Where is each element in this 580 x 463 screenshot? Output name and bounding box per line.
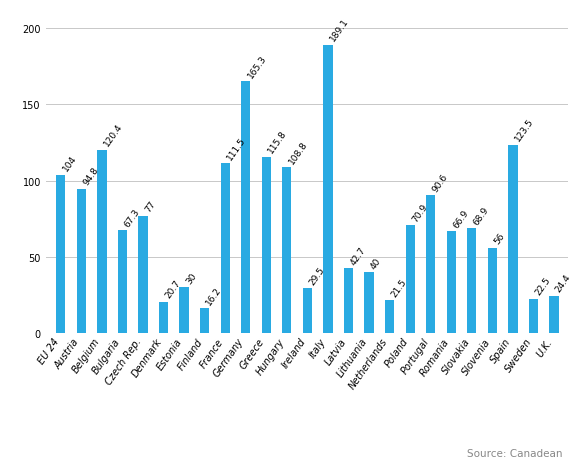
Text: 42.7: 42.7 bbox=[349, 245, 367, 266]
Bar bbox=[118, 231, 127, 333]
Bar bbox=[97, 150, 107, 333]
Bar bbox=[220, 164, 230, 333]
Text: 16.2: 16.2 bbox=[205, 285, 223, 307]
Bar bbox=[323, 46, 332, 333]
Bar bbox=[508, 145, 517, 333]
Bar bbox=[447, 232, 456, 333]
Text: 108.8: 108.8 bbox=[287, 139, 309, 166]
Text: 30: 30 bbox=[184, 271, 198, 285]
Text: 70.9: 70.9 bbox=[410, 201, 429, 223]
Text: 40: 40 bbox=[369, 256, 383, 270]
Bar bbox=[262, 157, 271, 333]
Bar bbox=[241, 82, 251, 333]
Bar bbox=[364, 273, 374, 333]
Bar bbox=[303, 288, 312, 333]
Bar bbox=[139, 216, 148, 333]
Text: 66.9: 66.9 bbox=[451, 208, 470, 229]
Text: 67.3: 67.3 bbox=[122, 207, 142, 229]
Bar bbox=[467, 229, 476, 333]
Bar bbox=[200, 309, 209, 333]
Text: 68.9: 68.9 bbox=[472, 205, 491, 226]
Bar bbox=[549, 296, 559, 333]
Text: Source: Canadean: Source: Canadean bbox=[467, 448, 563, 458]
Bar bbox=[77, 189, 86, 333]
Text: 94.8: 94.8 bbox=[81, 165, 100, 187]
Text: 123.5: 123.5 bbox=[513, 117, 535, 143]
Text: 90.6: 90.6 bbox=[431, 172, 450, 193]
Text: 77: 77 bbox=[143, 200, 157, 214]
Bar bbox=[488, 248, 497, 333]
Bar bbox=[282, 168, 292, 333]
Bar bbox=[344, 269, 353, 333]
Bar bbox=[56, 175, 66, 333]
Bar bbox=[385, 300, 394, 333]
Text: 24.4: 24.4 bbox=[554, 273, 572, 294]
Bar bbox=[426, 195, 436, 333]
Text: 120.4: 120.4 bbox=[102, 122, 124, 148]
Text: 165.3: 165.3 bbox=[246, 53, 268, 80]
Text: 104: 104 bbox=[61, 154, 78, 173]
Text: 56: 56 bbox=[492, 232, 506, 246]
Text: 115.8: 115.8 bbox=[266, 129, 288, 155]
Text: 29.5: 29.5 bbox=[307, 265, 326, 286]
Bar bbox=[529, 299, 538, 333]
Text: 22.5: 22.5 bbox=[534, 275, 552, 297]
Bar bbox=[405, 225, 415, 333]
Bar bbox=[159, 302, 168, 333]
Text: 111.5: 111.5 bbox=[225, 135, 248, 162]
Text: 21.5: 21.5 bbox=[390, 277, 408, 298]
Text: 20.7: 20.7 bbox=[164, 278, 182, 300]
Bar bbox=[179, 288, 188, 333]
Text: 189.1: 189.1 bbox=[328, 17, 350, 44]
